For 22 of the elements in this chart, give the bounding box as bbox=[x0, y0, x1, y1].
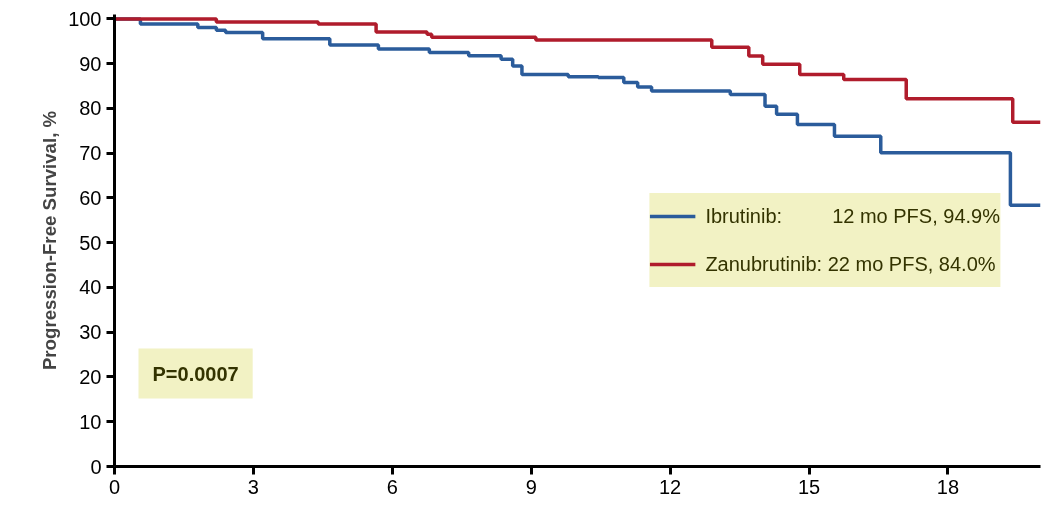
y-tick-label: 30 bbox=[79, 321, 102, 344]
x-tick-label: 12 bbox=[658, 475, 682, 498]
annotation: P=0.0007 bbox=[152, 362, 239, 385]
y-tick-label: 40 bbox=[79, 276, 102, 299]
y-tick-label: 50 bbox=[79, 231, 102, 254]
y-tick-label: 70 bbox=[79, 142, 102, 165]
x-tick-label: 0 bbox=[108, 475, 121, 498]
y-tick-label: 10 bbox=[79, 410, 102, 433]
legend-label: Zanubrutinib: 22 mo PFS, 84.0% bbox=[705, 252, 996, 276]
x-tick-label: 18 bbox=[936, 475, 960, 498]
y-tick-label: 20 bbox=[79, 366, 102, 388]
y-axis-title: Progression-Free Survival, % bbox=[39, 110, 61, 371]
legend-label: Ibrutinib: 12 mo PFS, 94.9% bbox=[705, 204, 1000, 228]
x-tick-label: 6 bbox=[386, 475, 398, 498]
y-tick-label: 100 bbox=[68, 7, 102, 30]
y-tick-label: 90 bbox=[79, 52, 102, 75]
x-tick-label: 3 bbox=[247, 475, 259, 498]
y-tick-label: 80 bbox=[79, 97, 102, 120]
x-tick-label: 9 bbox=[525, 475, 537, 498]
y-tick-label: 0 bbox=[90, 455, 102, 478]
x-tick-label: 15 bbox=[797, 475, 821, 498]
y-tick-label: 60 bbox=[79, 186, 102, 209]
